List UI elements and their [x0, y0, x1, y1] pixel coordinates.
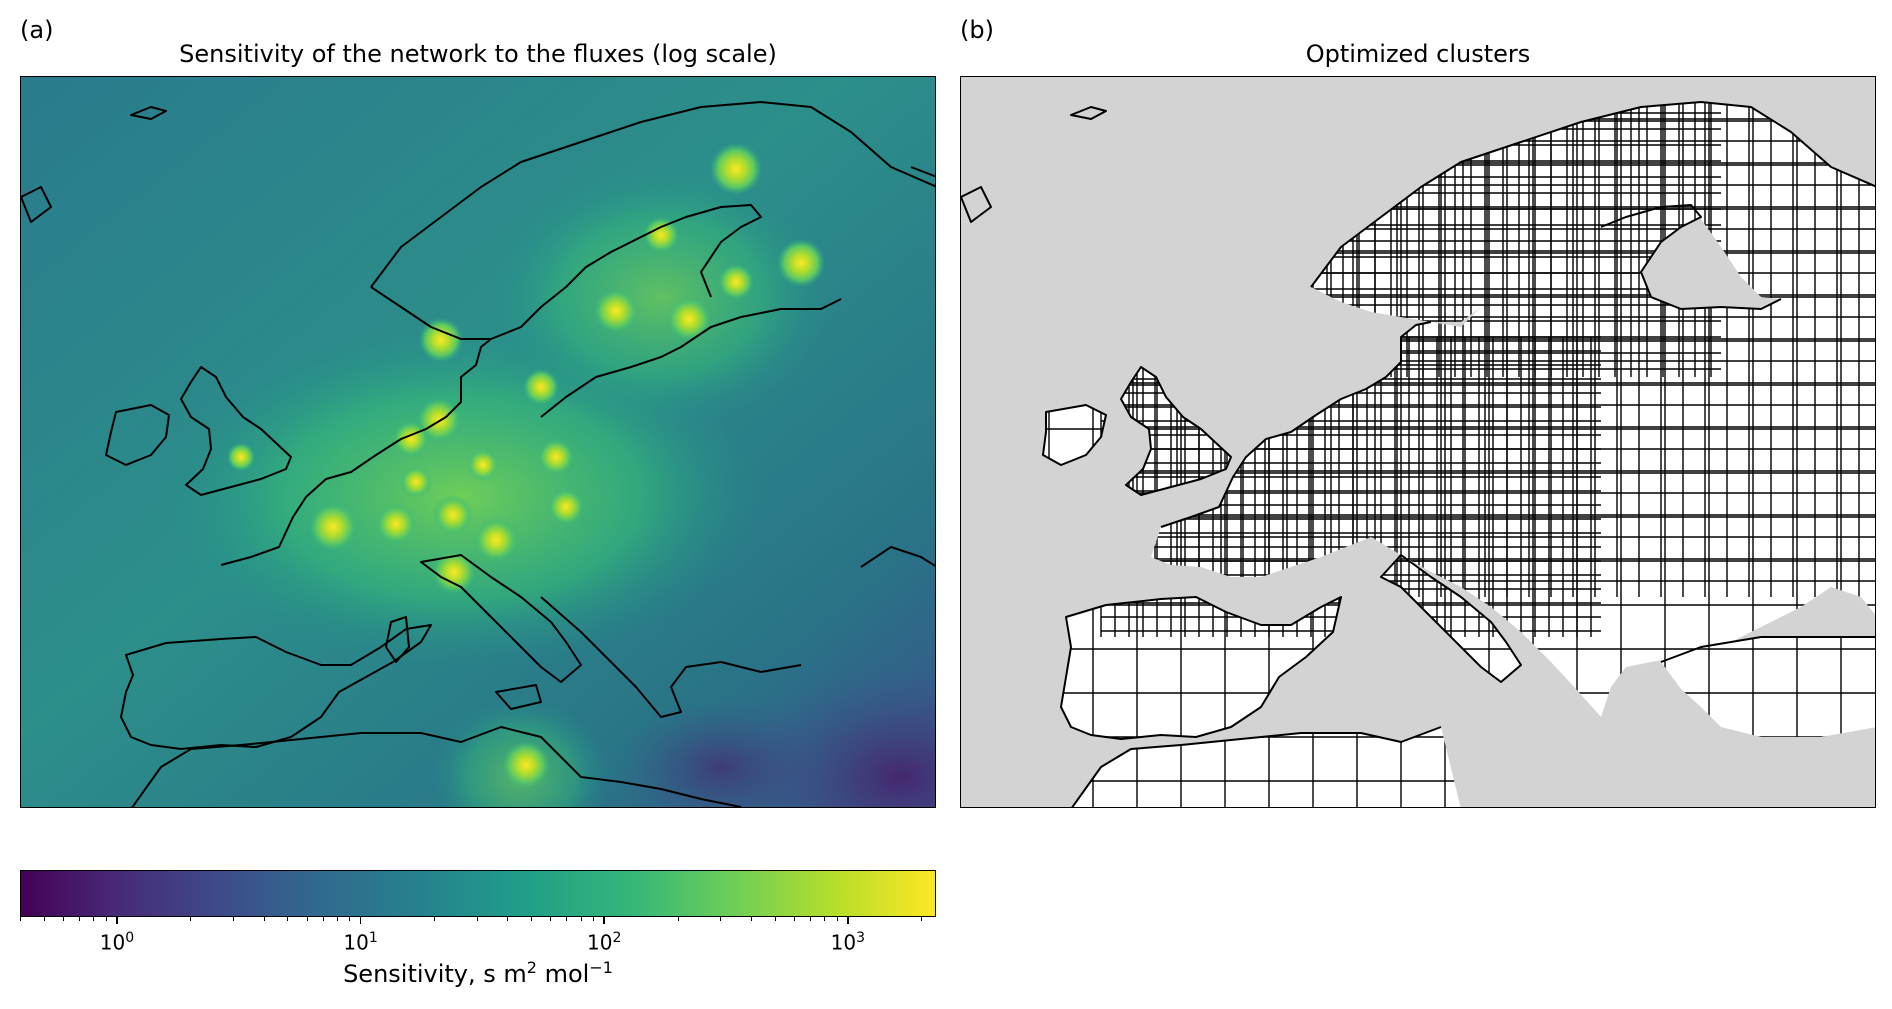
- colorbar-minor-tick: [349, 917, 351, 921]
- colorbar-minor-tick: [79, 917, 81, 921]
- colorbar-minor-tick: [336, 917, 338, 921]
- colorbar-tick-label: 103: [830, 930, 866, 955]
- colorbar-minor-tick: [263, 917, 265, 921]
- colorbar-minor-tick: [566, 917, 568, 921]
- cluster-coastlines: [961, 101, 1875, 807]
- colorbar-tick: [847, 917, 849, 924]
- colorbar-minor-tick: [530, 917, 532, 921]
- panel-b-label: (b): [960, 16, 994, 44]
- colorbar-minor-tick: [677, 917, 679, 921]
- colorbar-minor-tick: [824, 917, 826, 921]
- colorbar-minor-tick: [793, 917, 795, 921]
- colorbar-minor-tick: [62, 917, 64, 921]
- colorbar-minor-tick: [750, 917, 752, 921]
- colorbar-tick: [603, 917, 605, 924]
- colorbar-minor-tick: [476, 917, 478, 921]
- panel-a-title: Sensitivity of the network to the fluxes…: [179, 40, 777, 68]
- colorbar-minor-tick: [43, 917, 45, 921]
- colorbar-minor-tick: [921, 917, 923, 921]
- coastlines: [21, 101, 935, 807]
- colorbar-minor-tick: [93, 917, 95, 921]
- panel-a-label: (a): [20, 16, 54, 44]
- colorbar-minor-tick: [306, 917, 308, 921]
- colorbar-minor-tick: [507, 917, 509, 921]
- colorbar-tick: [359, 917, 362, 924]
- colorbar-tick-label: 102: [587, 930, 622, 955]
- colorbar-minor-tick: [287, 917, 289, 921]
- sensitivity-map: [20, 76, 936, 808]
- colorbar-minor-tick: [433, 917, 435, 921]
- panel-b-title: Optimized clusters: [1305, 40, 1531, 68]
- colorbar-minor-tick: [233, 917, 235, 921]
- colorbar-minor-tick: [720, 917, 722, 921]
- colorbar-tick-label: 101: [343, 930, 378, 955]
- colorbar-minor-tick: [836, 917, 838, 921]
- colorbar-tick: [116, 917, 118, 924]
- clusters-map: [960, 76, 1876, 808]
- clusters-map-svg: [961, 101, 1875, 807]
- colorbar-minor-tick: [580, 917, 582, 921]
- land-cells: [1043, 102, 1875, 807]
- colorbar-minor-tick: [593, 917, 595, 921]
- sensitivity-map-svg: [21, 77, 935, 807]
- colorbar-minor-tick: [810, 917, 812, 921]
- colorbar-minor-tick: [774, 917, 776, 921]
- station-hotspots: [227, 143, 825, 789]
- colorbar-minor-tick: [105, 917, 107, 921]
- colorbar: [20, 870, 936, 917]
- colorbar-tick-label: 100: [99, 930, 135, 955]
- colorbar-minor-tick: [550, 917, 552, 921]
- colorbar-minor-tick: [20, 917, 21, 921]
- colorbar-minor-tick: [190, 917, 192, 921]
- colorbar-minor-tick: [322, 917, 324, 921]
- colorbar-label: Sensitivity, s m2 mol−1: [343, 958, 613, 988]
